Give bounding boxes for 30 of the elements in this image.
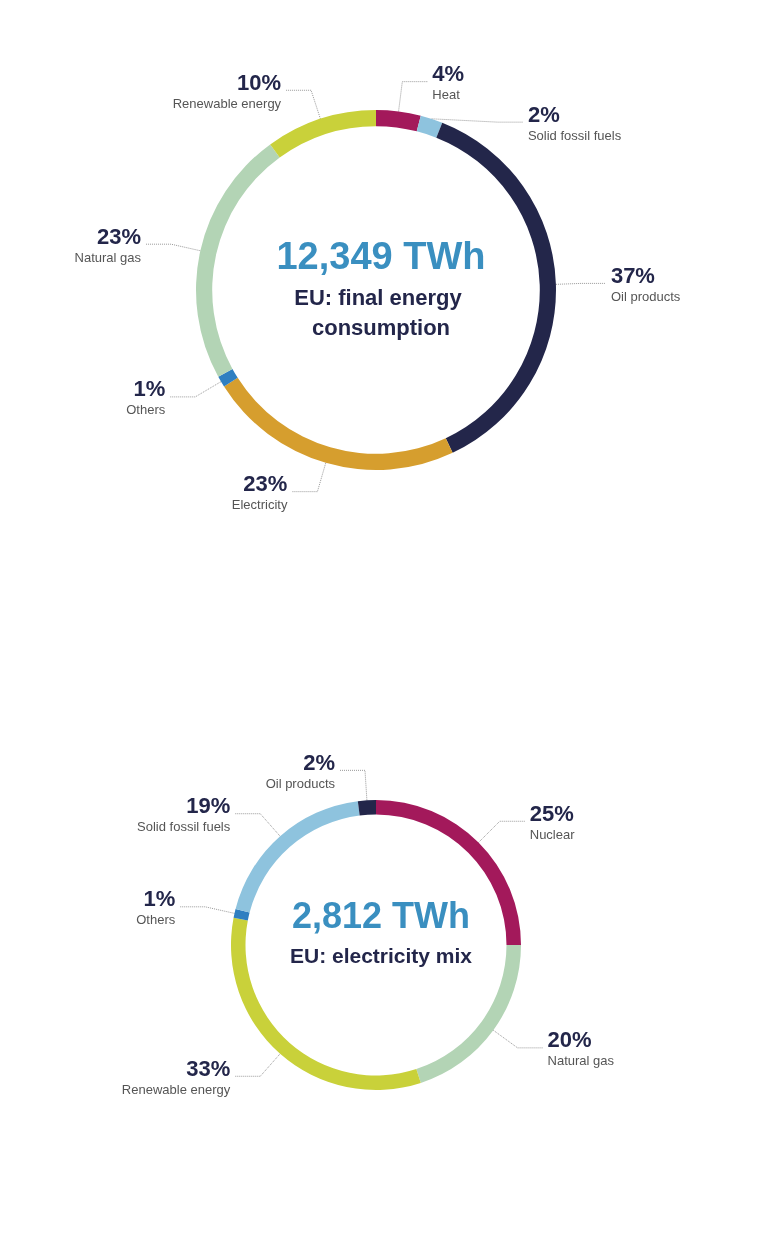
- data-label: 19%: [186, 793, 231, 819]
- slice-label: Renewable energy: [121, 1081, 231, 1097]
- data-label: 2%: [303, 749, 336, 775]
- data-label: 23%: [97, 223, 142, 249]
- data-label: 1%: [143, 886, 176, 912]
- slice-label: Solid fossil fuels: [137, 819, 231, 835]
- data-label: 23%: [243, 471, 288, 497]
- data-label: 25%: [529, 800, 574, 826]
- text: 12,349 TWh: [276, 235, 486, 277]
- data-label: 1%: [133, 376, 166, 402]
- slice-label: Heat: [432, 87, 461, 103]
- text: EU: electricity mix: [289, 943, 473, 967]
- slice-label: Oil products: [610, 288, 681, 304]
- data-label: 10%: [237, 69, 282, 95]
- slice-label: Solid fossil fuels: [527, 127, 622, 143]
- data-label: 37%: [610, 262, 655, 288]
- slice-label: Natural gas: [74, 249, 142, 265]
- data-label: 2%: [527, 101, 560, 127]
- slice-label: Others: [136, 912, 176, 928]
- slice-label: Others: [126, 402, 166, 418]
- text: EU: final energy consumption: [294, 285, 468, 341]
- slice-label: Natural gas: [547, 1053, 615, 1069]
- slice-label: Electricity: [231, 497, 288, 513]
- text: 2,812 TWh: [291, 894, 471, 936]
- data-label: 33%: [186, 1055, 231, 1081]
- slice-label: Nuclear: [529, 826, 576, 842]
- slice-label: Oil products: [265, 775, 336, 791]
- data-label: 4%: [432, 61, 465, 87]
- data-label: 20%: [547, 1027, 592, 1053]
- slice-label: Renewable energy: [172, 95, 282, 111]
